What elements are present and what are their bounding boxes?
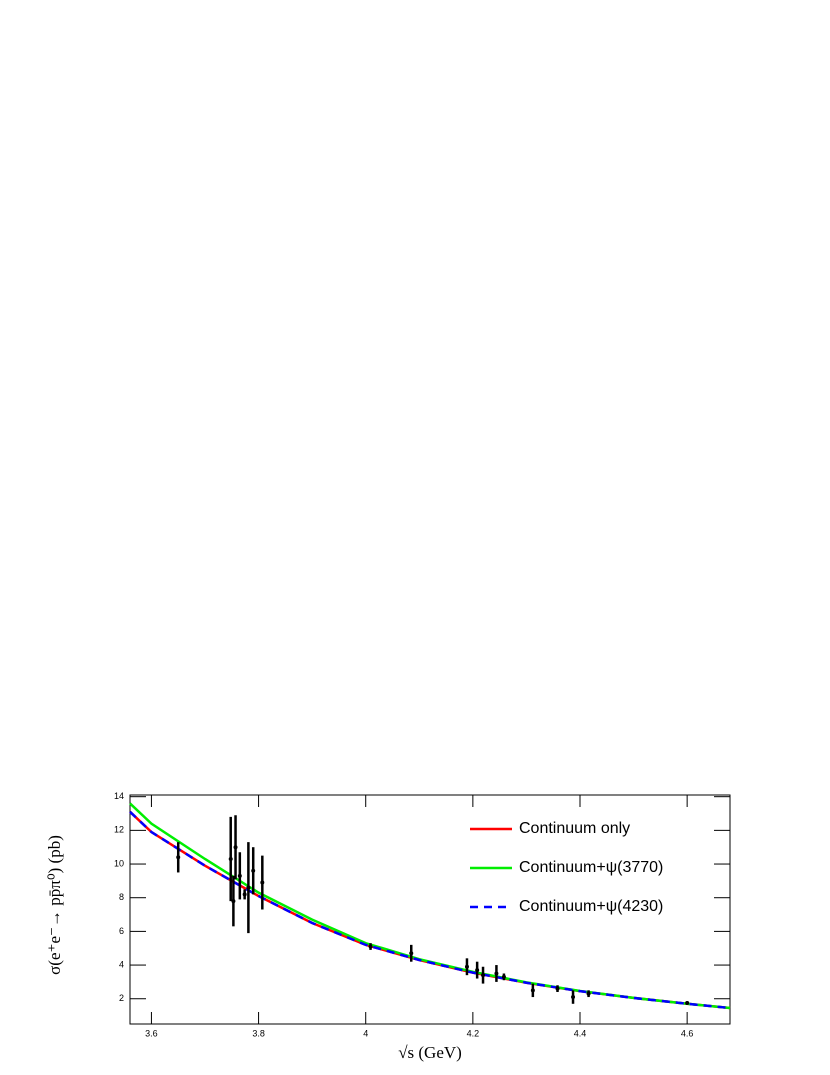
- x-tick-label: 4.2: [467, 1028, 480, 1038]
- plot-frame: [129, 794, 731, 1025]
- x-tick-label: 4: [363, 1028, 368, 1038]
- y-tick-label: 2: [119, 993, 124, 1003]
- x-tick-label: 3.6: [145, 1028, 158, 1038]
- data-point: [464, 964, 469, 969]
- legend-label: Continuum only: [519, 820, 630, 837]
- data-point: [260, 880, 265, 885]
- data-point: [481, 973, 486, 978]
- y-tick-label: 6: [119, 926, 124, 936]
- data-point: [475, 968, 480, 973]
- y-tick-label: 10: [114, 858, 124, 868]
- y-tick-label: 14: [114, 791, 124, 801]
- y-axis-label: σ(e⁺e⁻→ pp̄π⁰) (pb): [45, 835, 64, 975]
- curve: [129, 810, 731, 1010]
- x-axis-label: √s (GeV): [398, 1043, 462, 1062]
- data-point: [586, 991, 591, 996]
- x-tick-label: 4.6: [681, 1028, 694, 1038]
- data-point: [555, 986, 560, 991]
- data-point: [530, 988, 535, 993]
- data-point: [242, 892, 247, 897]
- legend-label: Continuum+ψ(3770): [519, 859, 663, 876]
- data-point: [176, 855, 181, 860]
- y-tick-label: 12: [114, 825, 124, 835]
- data-point: [251, 868, 256, 873]
- y-tick-label: 4: [119, 959, 124, 969]
- data-point: [228, 856, 233, 861]
- legend-label: Continuum+ψ(4230): [519, 898, 663, 915]
- data-point: [233, 845, 238, 850]
- data-point: [409, 951, 414, 956]
- data-point: [237, 873, 242, 878]
- data-point: [501, 974, 506, 979]
- y-tick-label: 8: [119, 892, 124, 902]
- x-tick-label: 4.4: [574, 1028, 587, 1038]
- data-point: [494, 971, 499, 976]
- data-point: [368, 944, 373, 949]
- data-point: [246, 885, 251, 890]
- data-point: [685, 1000, 690, 1005]
- data-point: [571, 995, 576, 1000]
- x-tick-label: 3.8: [252, 1028, 265, 1038]
- data-point: [231, 899, 236, 904]
